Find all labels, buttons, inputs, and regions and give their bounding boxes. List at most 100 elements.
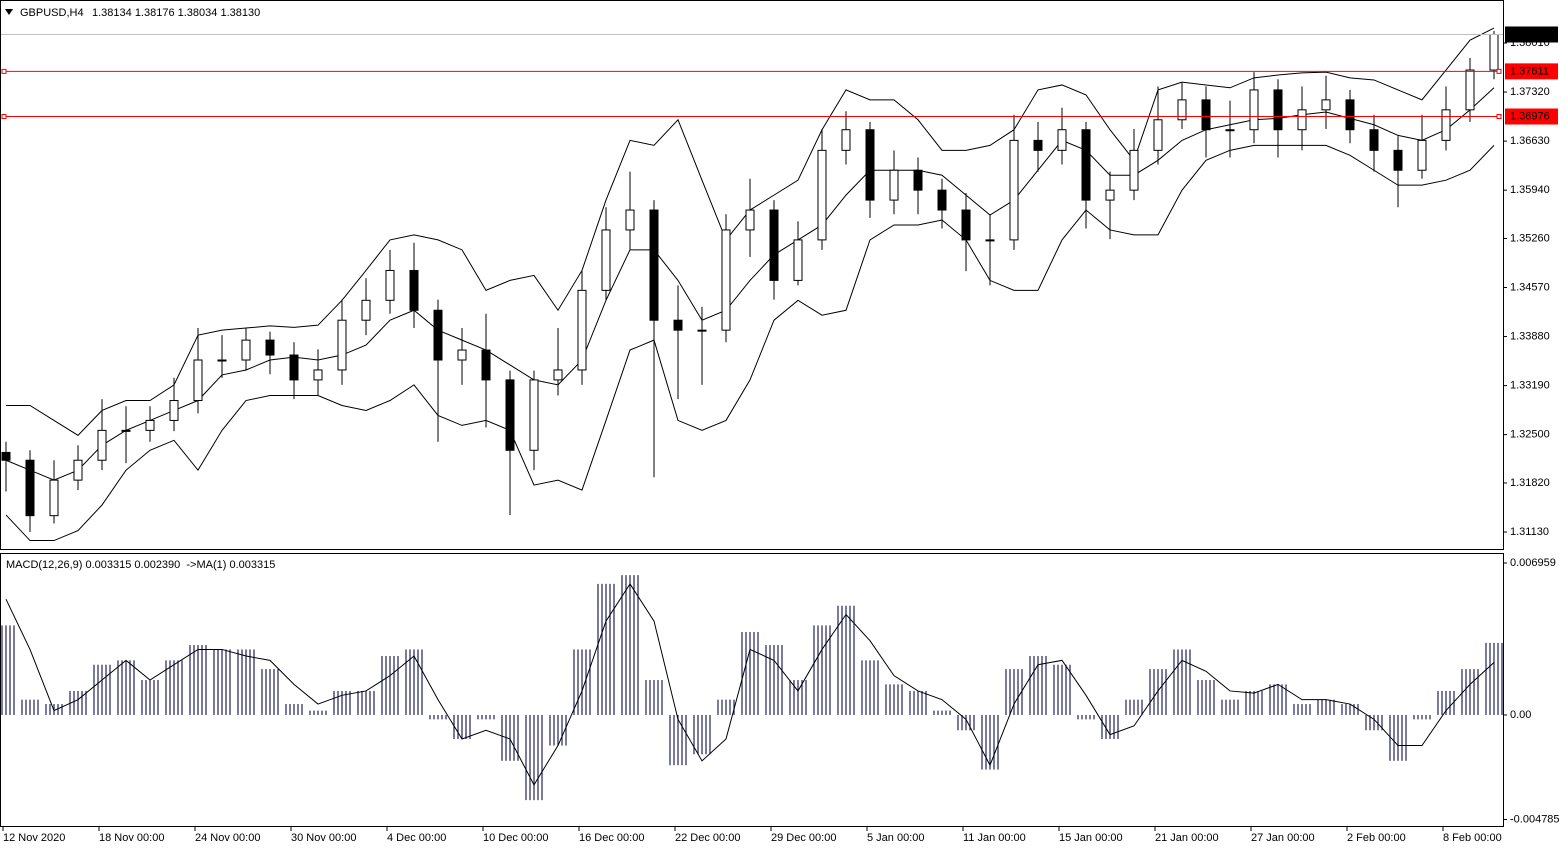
- candle-body: [1249, 89, 1259, 131]
- candle-body: [1225, 129, 1235, 132]
- level-handle: [1, 68, 7, 74]
- x-tick-label: 12 Nov 2020: [3, 832, 65, 844]
- candle-body: [841, 129, 851, 151]
- x-tick-label: 4 Dec 00:00: [387, 832, 446, 844]
- y-tick-label: 1.33880: [1510, 330, 1550, 342]
- candle-body: [1321, 99, 1331, 111]
- candle-body: [817, 149, 827, 241]
- candle-body: [601, 229, 611, 291]
- candle-body: [625, 209, 635, 231]
- candle-body: [1009, 139, 1019, 241]
- candle-body: [337, 319, 347, 371]
- candle-body: [961, 209, 971, 241]
- band-line: [5, 144, 1495, 542]
- y-tick-label: 1.31130: [1510, 526, 1549, 538]
- candle-body: [937, 189, 947, 211]
- x-tick-label: 5 Jan 00:00: [867, 832, 925, 844]
- candle-body: [1177, 99, 1187, 121]
- x-tick-label: 8 Feb 00:00: [1443, 832, 1502, 844]
- candle-body: [193, 359, 203, 402]
- candle-body: [529, 379, 539, 451]
- candle-body: [793, 239, 803, 281]
- macd-panel: [0, 553, 1504, 827]
- y-tick-label: 1.37320: [1510, 86, 1550, 98]
- candle-body: [457, 349, 467, 361]
- y-tick-label: -0.004785: [1510, 813, 1560, 825]
- candle-body: [409, 269, 419, 311]
- candle-body: [97, 429, 107, 461]
- level-label-box: [1505, 63, 1558, 80]
- candle-body: [1393, 149, 1403, 171]
- level-label: 1.37611: [1510, 65, 1549, 77]
- candle-body: [865, 129, 875, 201]
- y-tick-label: 1.36630: [1510, 135, 1550, 147]
- y-tick-label: 1.33190: [1510, 380, 1550, 392]
- x-tick-label: 11 Jan 00:00: [963, 832, 1026, 844]
- level-label-box: [1505, 108, 1558, 125]
- candle-body: [889, 169, 899, 201]
- x-tick-label: 2 Feb 00:00: [1347, 832, 1406, 844]
- candle-body: [985, 239, 995, 242]
- x-tick-label: 29 Dec 00:00: [771, 832, 836, 844]
- macd-title: MACD(12,26,9) 0.003315 0.002390 ->MA(1) …: [6, 559, 275, 571]
- candle-body: [121, 429, 131, 432]
- candle-body: [1369, 129, 1379, 151]
- signal-line: [5, 582, 1495, 786]
- menu-arrow[interactable]: [5, 9, 13, 15]
- candle-body: [553, 369, 563, 381]
- candle-body: [1153, 119, 1163, 151]
- x-tick-label: 27 Jan 00:00: [1251, 832, 1315, 844]
- y-tick-label: 0.006959: [1510, 557, 1556, 569]
- candle-body: [1345, 99, 1355, 131]
- candle-body: [1273, 89, 1283, 131]
- x-tick-label: 15 Jan 00:00: [1059, 832, 1123, 844]
- level-handle: [1496, 68, 1502, 74]
- level-handle: [1496, 114, 1502, 120]
- level-label: 1.36976: [1510, 110, 1550, 122]
- candle-body: [769, 209, 779, 281]
- candle-body: [1417, 139, 1427, 171]
- ohlc-header: 1.38134 1.38176 1.38034 1.38130: [92, 7, 260, 19]
- candle-body: [169, 400, 179, 421]
- candle-body: [1201, 99, 1211, 131]
- candle-body: [673, 319, 683, 331]
- candle-body: [1297, 109, 1307, 131]
- x-tick-label: 10 Dec 00:00: [483, 832, 548, 844]
- y-tick-label: 1.35260: [1510, 232, 1550, 244]
- last-price-label: 1.38130: [1510, 28, 1550, 40]
- candle-body: [217, 359, 227, 362]
- candle-body: [577, 289, 587, 371]
- candle-body: [73, 459, 83, 481]
- candle-body: [25, 459, 35, 517]
- candle-body: [1033, 139, 1043, 151]
- candle-body: [505, 379, 515, 451]
- candle-body: [313, 369, 323, 381]
- x-tick-label: 16 Dec 00:00: [579, 832, 644, 844]
- candle-body: [289, 354, 299, 381]
- y-tick-label: 1.35940: [1510, 184, 1550, 196]
- candle-body: [145, 419, 155, 431]
- candle-body: [49, 479, 59, 517]
- candle-body: [649, 209, 659, 321]
- candle-body: [241, 339, 251, 361]
- x-tick-label: 18 Nov 00:00: [99, 832, 164, 844]
- candle-body: [433, 309, 443, 361]
- candle-body: [1105, 189, 1115, 201]
- y-tick-label: 1.32500: [1510, 429, 1550, 441]
- candle-body: [913, 169, 923, 191]
- x-tick-label: 22 Dec 00:00: [675, 832, 740, 844]
- y-tick-label: 1.34570: [1510, 281, 1550, 293]
- y-tick-label: 1.31820: [1510, 477, 1550, 489]
- candle-body: [1489, 33, 1499, 71]
- level-handle: [1, 114, 7, 120]
- candle-body: [481, 349, 491, 381]
- symbol-title: GBPUSD,H4: [20, 7, 84, 19]
- candle-body: [265, 339, 275, 356]
- candle-body: [745, 209, 755, 231]
- candle-body: [1129, 149, 1139, 191]
- band-line: [5, 87, 1495, 481]
- candle-body: [1441, 109, 1451, 141]
- candle-body: [1057, 129, 1067, 151]
- candle-body: [361, 299, 371, 321]
- x-tick-label: 24 Nov 00:00: [195, 832, 260, 844]
